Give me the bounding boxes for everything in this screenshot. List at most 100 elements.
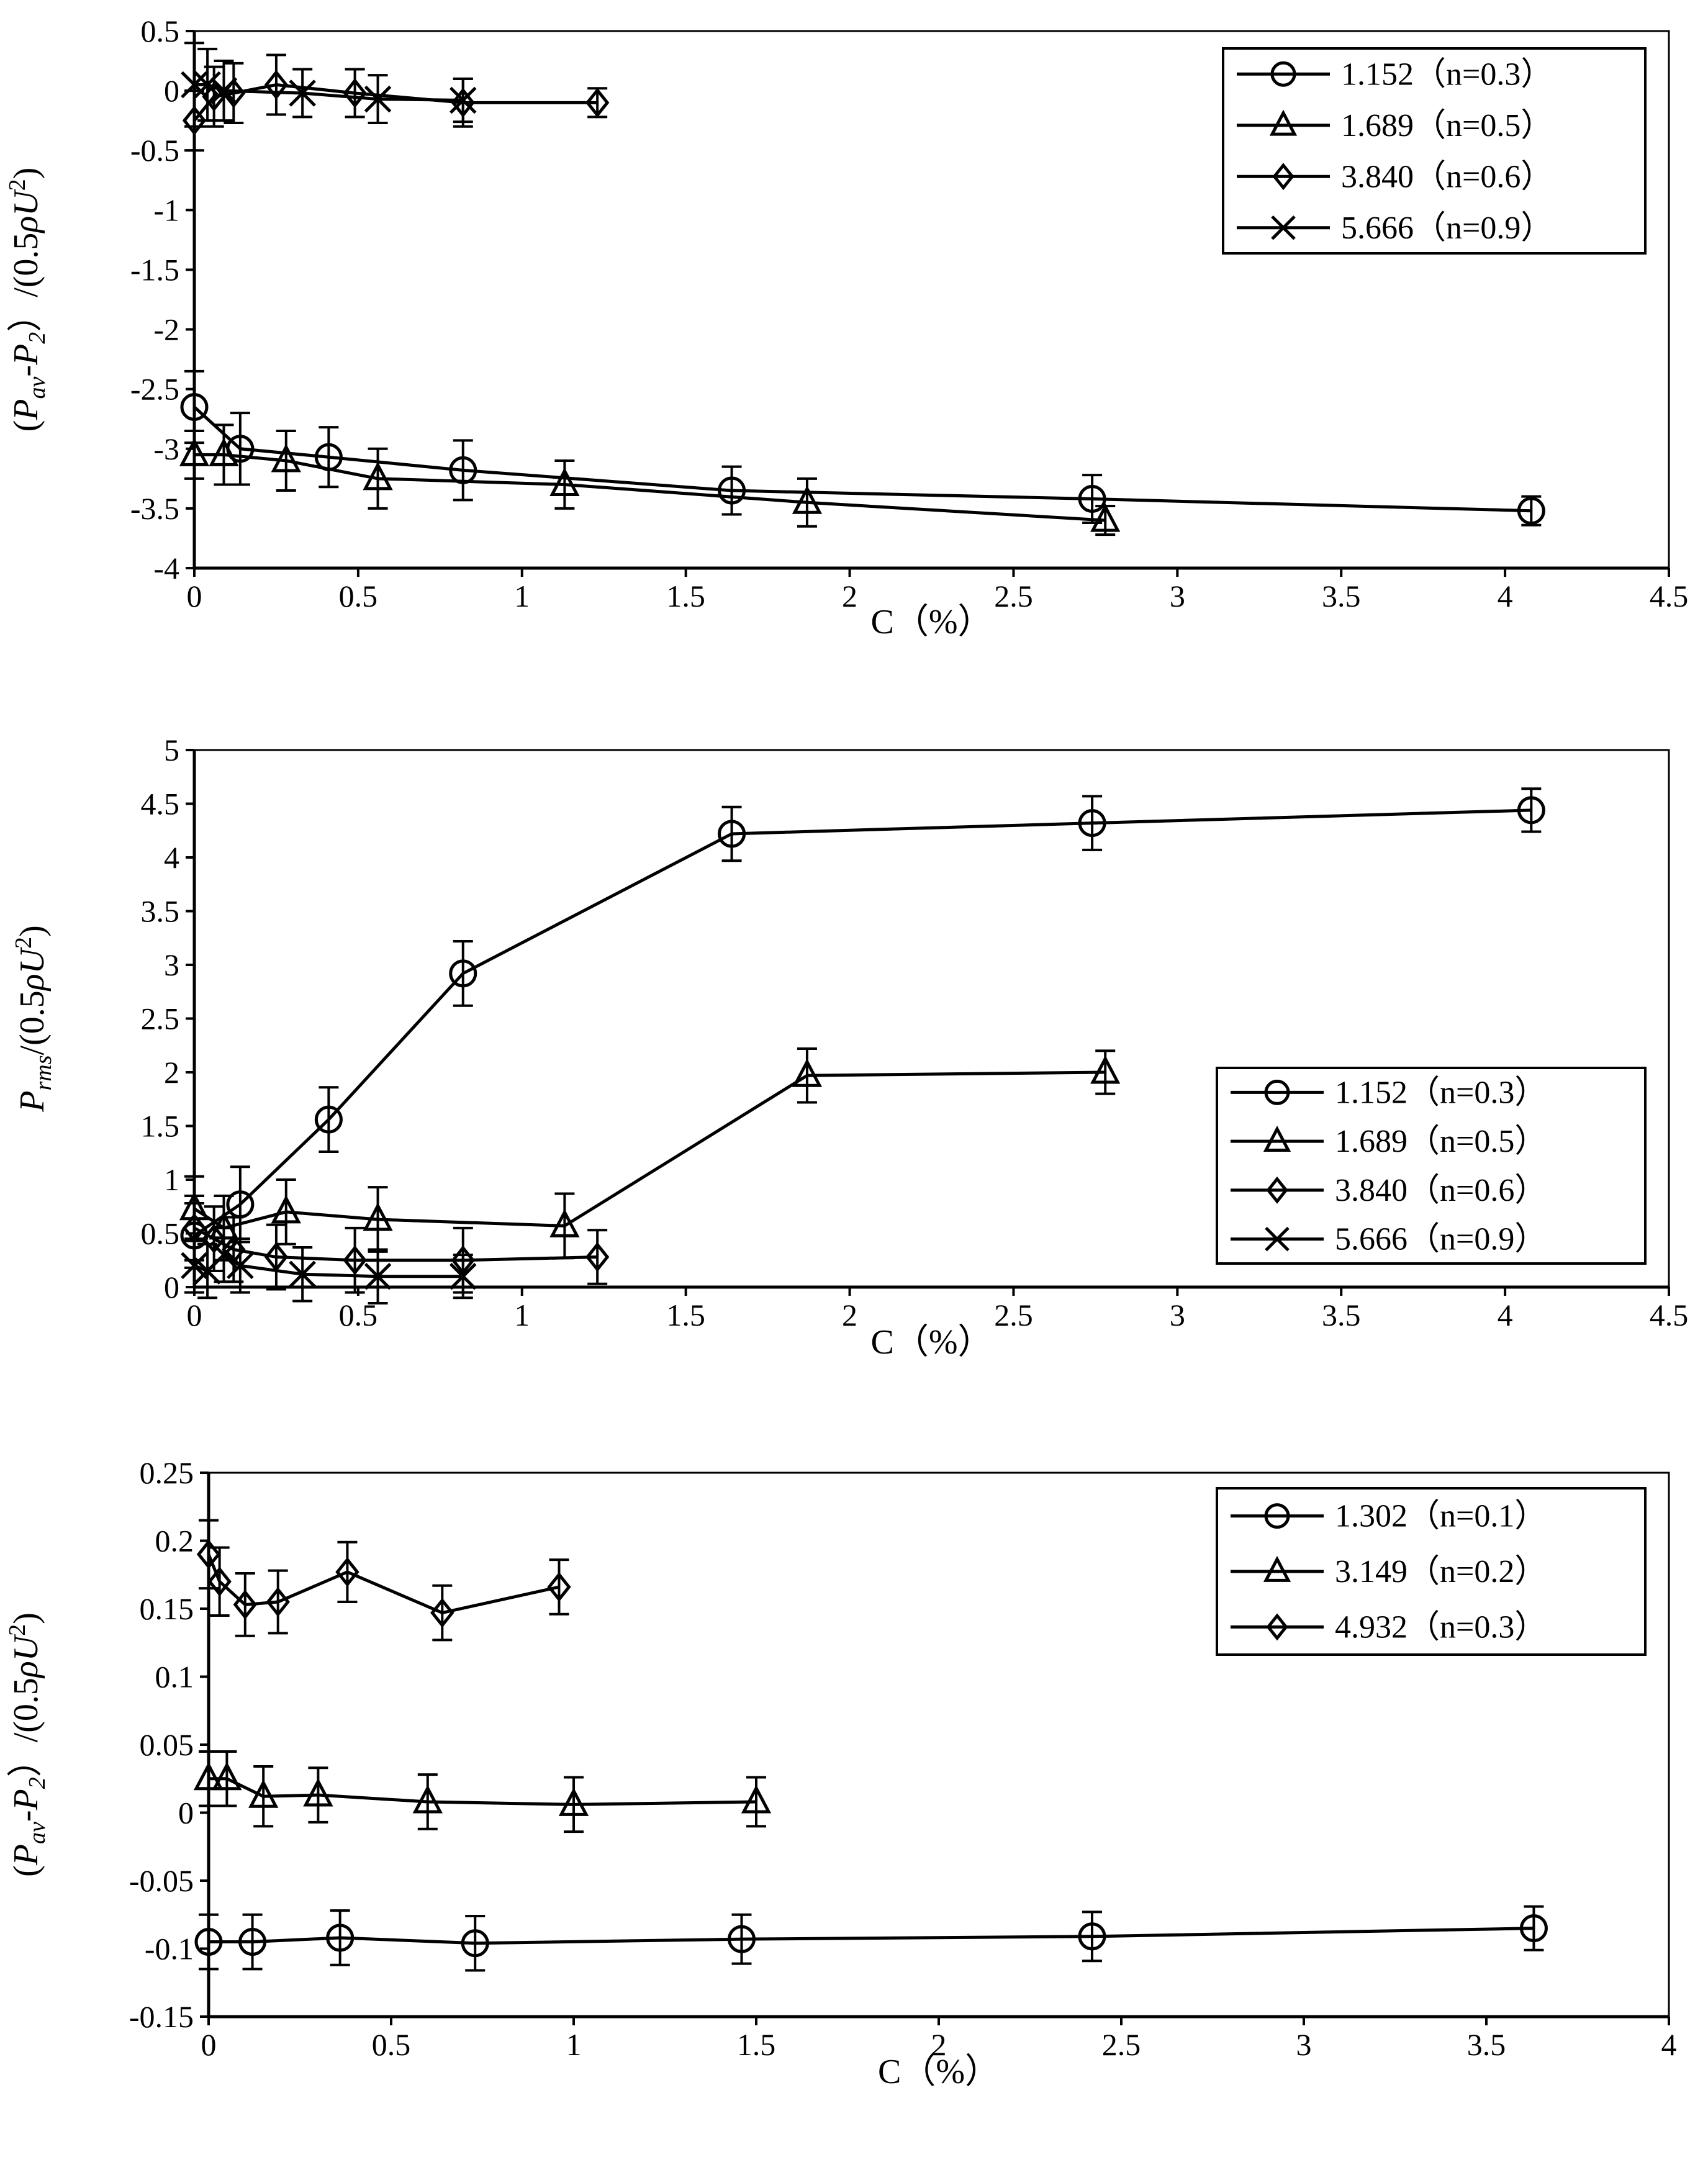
- error-bar: [453, 439, 473, 502]
- error-bar: [209, 1546, 230, 1617]
- y-title-text: ）/(0.5: [7, 233, 45, 332]
- data-point: [289, 79, 316, 107]
- y-title-text: ): [13, 925, 52, 937]
- error-bar: [217, 1750, 237, 1807]
- y-tick-label: -1.5: [130, 252, 179, 287]
- error-bar: [308, 1766, 328, 1824]
- data-point: [792, 1058, 823, 1087]
- error-bar: [1082, 1910, 1102, 1963]
- data-point: [196, 1539, 221, 1570]
- series-line: [193, 1226, 598, 1262]
- y-tick-label: 0: [178, 1796, 194, 1830]
- y-tick-label: -3: [153, 432, 179, 466]
- y-title-text: ρ: [7, 1661, 45, 1679]
- legend-box: [1216, 1067, 1647, 1265]
- x-tick-label: 1: [514, 579, 530, 613]
- y-tick-label: -1: [153, 192, 179, 227]
- data-point: [264, 70, 289, 100]
- y-tick-label: 1.5: [141, 1109, 180, 1144]
- error-bar: [721, 465, 742, 516]
- error-bar: [266, 1223, 286, 1291]
- x-tick-label: 1.5: [666, 579, 705, 613]
- x-axis-title: C（%）: [871, 603, 993, 641]
- series-1: [180, 787, 1545, 1269]
- data-point: [585, 1242, 610, 1272]
- data-point: [343, 78, 367, 108]
- data-point: [363, 461, 393, 491]
- error-bar: [199, 1519, 219, 1590]
- y-title-text: ): [7, 1612, 45, 1624]
- data-point: [718, 476, 746, 505]
- y-title-text: ρ: [13, 974, 52, 992]
- series-2: [179, 423, 1121, 536]
- chart-panel-3: 0 0.5 1 1.5 2 2.5 3 3.5 4-0.15-0.1-0.0500.050.10…: [4, 1455, 1677, 2091]
- legend-marker: [1263, 1555, 1291, 1582]
- data-point: [271, 1195, 301, 1224]
- data-point: [194, 71, 221, 99]
- y-title-text: -: [7, 1811, 45, 1822]
- y-tick-label: -0.5: [130, 133, 179, 168]
- data-point: [179, 438, 210, 466]
- data-point: [1078, 1922, 1106, 1951]
- series-line: [209, 1927, 1534, 1945]
- series-line: [209, 1777, 757, 1806]
- y-tick-label: 4.5: [141, 787, 180, 821]
- legend-label: 1.689（n=0.5）: [1341, 108, 1553, 143]
- error-bar: [549, 1558, 569, 1616]
- legend-marker: [1266, 1176, 1288, 1204]
- data-point: [1090, 503, 1121, 532]
- error-bar: [319, 426, 339, 489]
- error-bar: [587, 1229, 608, 1285]
- data-point: [1517, 497, 1545, 525]
- series-line: [193, 405, 1532, 513]
- y-title-subscript: av: [24, 377, 50, 399]
- legend-label: 5.666（n=0.9）: [1335, 1222, 1547, 1257]
- y-title-text: P: [7, 1844, 45, 1866]
- y-tick-label: 0.5: [141, 14, 180, 48]
- error-bar: [224, 61, 244, 125]
- y-title-text: (: [7, 1865, 45, 1877]
- data-point: [303, 1778, 333, 1807]
- data-point: [181, 71, 208, 99]
- y-title-text: ρ: [7, 216, 45, 234]
- legend: 1.152（n=0.3） 1.689（n=0.5） 3.840（n=0.6） 5.66…: [1222, 47, 1647, 255]
- data-point: [718, 820, 746, 848]
- data-point: [449, 959, 477, 988]
- error-bar: [368, 447, 388, 510]
- legend-label: 1.689（n=0.5）: [1335, 1124, 1547, 1159]
- series-4: [181, 1226, 477, 1304]
- y-tick-label: 2: [164, 1055, 179, 1090]
- legend: 1.152（n=0.3） 1.689（n=0.5） 3.840（n=0.6） 5.66…: [1216, 1067, 1647, 1265]
- y-title-superscript: 2: [4, 179, 30, 191]
- x-tick-label: 2.5: [994, 579, 1033, 613]
- x-tick-label: 0.5: [372, 2027, 411, 2062]
- y-title-subscript: 2: [24, 332, 50, 344]
- error-bar: [417, 1773, 438, 1830]
- y-title-text: P: [13, 1091, 52, 1113]
- y-tick-label: -3.5: [130, 491, 179, 526]
- y-axis-title: (Pav-P2）/(0.5ρU2): [4, 1612, 50, 1877]
- series-3: [182, 1194, 610, 1294]
- x-tick-label: 4: [1498, 579, 1513, 613]
- data-point: [364, 85, 392, 113]
- legend-label: 3.840（n=0.6）: [1335, 1173, 1547, 1208]
- error-bar: [330, 1909, 350, 1966]
- legend-marker: [1272, 163, 1295, 191]
- y-title-text: (: [7, 420, 45, 432]
- y-tick-label: 0: [164, 73, 179, 108]
- y-title-text: P: [7, 1789, 45, 1811]
- y-tick-label: 2.5: [141, 1001, 180, 1036]
- error-bar: [1524, 1905, 1544, 1951]
- x-tick-label: 3.5: [1467, 2027, 1506, 2062]
- x-tick-label: 1.5: [737, 2027, 776, 2062]
- data-point: [1078, 809, 1106, 838]
- data-point: [271, 443, 301, 472]
- data-point: [727, 1925, 756, 1953]
- data-point: [209, 438, 239, 466]
- error-bar: [1521, 787, 1542, 833]
- data-point: [1517, 796, 1545, 825]
- data-point: [1078, 485, 1106, 513]
- series-2: [193, 1750, 772, 1833]
- x-axis-title: C（%）: [871, 1323, 993, 1362]
- y-tick-label: -2.5: [130, 372, 179, 407]
